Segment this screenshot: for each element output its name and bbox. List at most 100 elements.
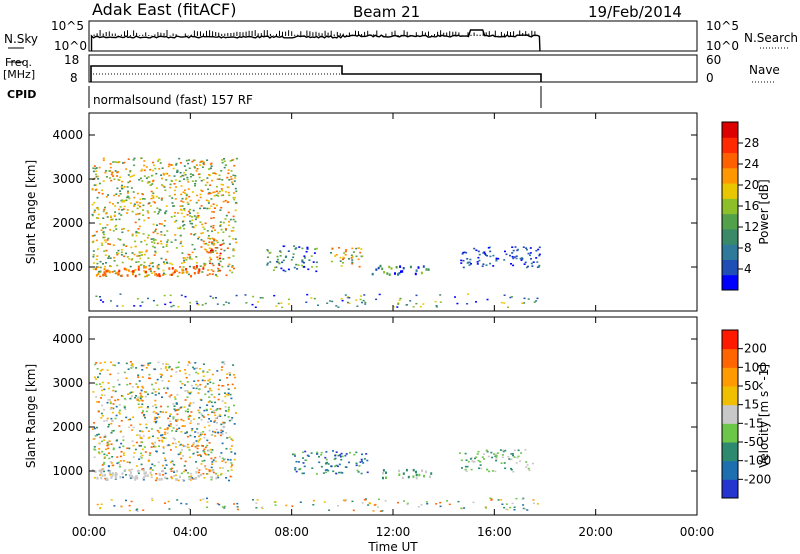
powerCells-cell	[125, 168, 128, 170]
velCells-cell	[465, 459, 468, 461]
velCells-cell	[142, 435, 145, 437]
powerCells-cell	[136, 231, 139, 234]
powerCells-cell	[191, 251, 194, 254]
powerCells-cell	[497, 257, 500, 260]
powerCells-cell	[165, 210, 168, 212]
powerCells-cell	[116, 171, 119, 174]
velCells-cell	[149, 377, 152, 380]
powerCells-cell	[476, 261, 479, 263]
powerCells-cell	[131, 252, 134, 254]
velCells-cell	[139, 430, 142, 432]
velCells-cell	[138, 406, 141, 409]
velCells-cell	[98, 383, 101, 385]
velCells-cell	[137, 396, 140, 398]
power-colorbar-label: Power [dB]	[757, 179, 771, 244]
velCells-cell	[233, 404, 235, 407]
powerCells-cell	[535, 249, 538, 252]
powerCells-cell	[204, 184, 207, 186]
powerCells-cell	[210, 251, 213, 254]
velCells-cell	[373, 504, 376, 506]
velCells-cell	[146, 474, 149, 477]
velCells-cell	[219, 467, 222, 469]
velCells-cell	[175, 409, 178, 411]
velCells-cell	[180, 406, 183, 408]
powerCells-cell	[178, 157, 181, 160]
velCells-cell	[177, 441, 180, 443]
powerCells-cell	[196, 168, 199, 170]
powerCells-cell	[503, 294, 506, 296]
powerCells-cell	[173, 215, 176, 217]
powerCells-cell	[211, 211, 214, 213]
powerCells-cell	[99, 275, 102, 278]
powerCells-cell	[173, 189, 176, 192]
velCells-cell	[460, 507, 463, 509]
powerCells-cell	[104, 272, 107, 276]
velCells-cell	[169, 425, 172, 428]
powerCells-cell	[95, 266, 98, 268]
powerCells-cell	[212, 227, 215, 229]
powerCells-cell	[159, 162, 162, 164]
powerCells-cell	[106, 239, 109, 241]
powerCells-cell	[298, 246, 301, 248]
powerCells-cell	[134, 240, 137, 243]
powerCells-cell	[162, 246, 165, 248]
powerCells-cell	[202, 161, 205, 164]
powerCells-cell	[210, 258, 213, 261]
velCells-cell	[188, 392, 191, 395]
velCells-cell	[499, 449, 502, 451]
velCells-cell	[327, 463, 330, 465]
powerCells-cell	[109, 257, 112, 259]
velCells-cell	[169, 396, 172, 398]
velCells-cell	[106, 442, 109, 445]
powerCells-cell	[193, 215, 196, 217]
velCells-cell	[114, 474, 117, 478]
velCells-cell	[204, 386, 207, 388]
powerCells-cell	[535, 300, 538, 302]
velCells-cell	[154, 404, 157, 406]
velCells-cell	[203, 436, 206, 439]
powerCells-cell	[399, 265, 402, 268]
velCells-cell	[274, 501, 277, 503]
velCells-cell	[285, 504, 288, 507]
velBar-swatch	[722, 367, 738, 387]
velCells-cell	[488, 470, 491, 473]
powerCells-cell	[91, 188, 94, 190]
powerBar-swatch	[722, 274, 738, 291]
powerCells-cell	[123, 200, 126, 203]
powerCells-cell	[329, 300, 332, 302]
powerCells-cell	[227, 211, 230, 214]
velCells-cell	[415, 476, 418, 480]
powerCells-cell	[199, 164, 201, 166]
powerCells-cell	[104, 170, 107, 172]
velCells-cell	[215, 428, 218, 431]
powerCells-cell	[217, 231, 220, 234]
velCells-cell	[229, 475, 232, 478]
velCells-cell	[255, 507, 258, 509]
velCells-cell	[170, 470, 173, 472]
velCells-cell	[164, 366, 167, 368]
powerCells-cell	[143, 265, 145, 267]
velCells-cell	[177, 479, 180, 482]
powerCells-cell	[120, 214, 123, 216]
powerCells-cell	[398, 272, 401, 275]
velCells-cell	[158, 416, 161, 418]
velCells-cell	[130, 500, 133, 503]
velCells-cell	[166, 387, 169, 390]
powerCells-cell	[104, 241, 107, 243]
velCells-cell	[118, 383, 121, 386]
velCells-cell	[139, 455, 142, 458]
velCells-cell	[207, 379, 210, 382]
velCells-cell	[198, 411, 201, 414]
powerCells-cell	[178, 271, 181, 274]
powerCells-cell	[148, 268, 151, 271]
powerCells-cell	[281, 261, 284, 264]
powerCells-cell	[467, 293, 469, 295]
velCells-cell	[502, 449, 505, 452]
velCells-cell	[206, 444, 209, 447]
velCells-cell	[212, 471, 215, 474]
velCells-cell	[204, 452, 206, 455]
powerCells-cell	[164, 220, 167, 222]
powerCells-cell	[117, 238, 120, 240]
powerCells-cell	[113, 256, 116, 259]
